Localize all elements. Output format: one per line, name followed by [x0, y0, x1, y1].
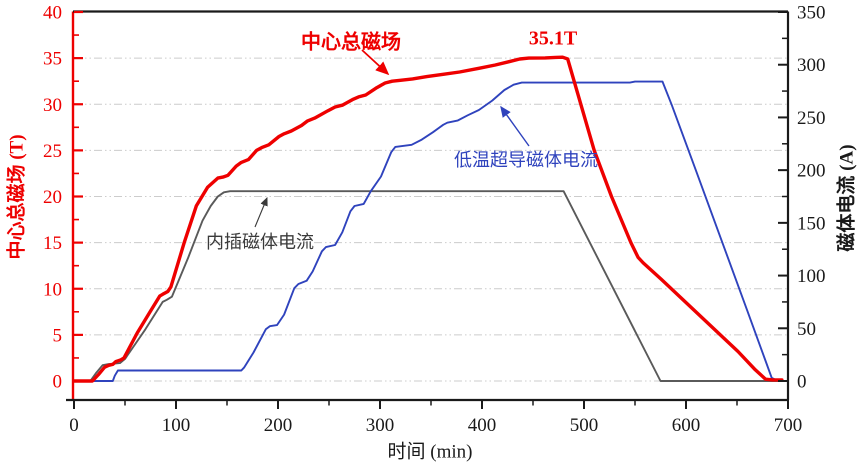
annotation-arrow-field-label	[361, 49, 390, 76]
left-tick-label-15: 15	[43, 233, 62, 254]
left-tick-label-25: 25	[43, 141, 62, 162]
series-line-1	[73, 80, 783, 382]
series-line-2	[72, 55, 784, 383]
right-tick-label-0: 0	[797, 372, 807, 393]
x-tick-label-0: 0	[69, 415, 79, 436]
right-tick-label-100: 100	[797, 266, 826, 287]
left-tick-label-40: 40	[43, 3, 62, 24]
right-tick-label-300: 300	[797, 55, 826, 76]
x-tick-label-500: 500	[570, 415, 599, 436]
y-axis-title-left: 中心总磁场 (T)	[6, 134, 28, 260]
left-tick-label-35: 35	[43, 49, 62, 70]
annotation-peak-value: 35.1T	[528, 27, 578, 50]
series-line-0	[73, 190, 783, 382]
x-tick-label-700: 700	[774, 415, 803, 436]
annotation-arrow-lts-label	[500, 105, 530, 147]
x-tick-label-100: 100	[162, 415, 191, 436]
x-tick-label-200: 200	[264, 415, 293, 436]
left-tick-label-20: 20	[43, 187, 62, 208]
right-tick-label-250: 250	[797, 108, 826, 129]
left-tick-label-30: 30	[43, 95, 62, 116]
annotation-lts-current: 低温超导磁体电流	[454, 150, 598, 170]
annotation-center-field: 中心总磁场	[301, 31, 401, 54]
x-tick-label-400: 400	[468, 415, 497, 436]
x-tick-label-600: 600	[672, 415, 701, 436]
left-tick-label-0: 0	[53, 372, 63, 393]
right-tick-label-200: 200	[797, 161, 826, 182]
right-tick-label-150: 150	[797, 213, 826, 234]
right-tick-label-350: 350	[797, 3, 826, 24]
left-tick-label-5: 5	[53, 325, 63, 346]
annotation-arrow-insert-label	[254, 196, 268, 228]
y-axis-title-right: 磁体电流 (A)	[836, 144, 858, 252]
annotation-insert-current: 内插磁体电流	[206, 232, 314, 252]
x-tick-label-300: 300	[366, 415, 395, 436]
right-tick-label-50: 50	[797, 319, 816, 340]
left-tick-label-10: 10	[43, 279, 62, 300]
x-axis-title: 时间 (min)	[387, 441, 473, 463]
